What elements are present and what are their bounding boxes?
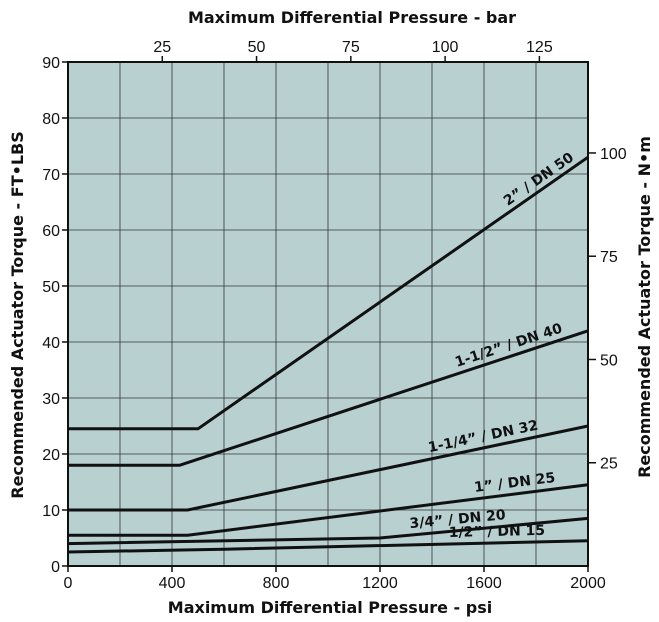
x2-tick-label: 50 [248,39,266,56]
x-tick-label: 0 [64,575,73,592]
x-tick-label: 1600 [466,575,502,592]
series-line-0 [68,155,589,431]
y2-tick-label: 25 [600,456,618,473]
x2-tick-label: 100 [432,39,459,56]
y-tick-label: 10 [42,503,60,520]
x-tick-label: 2000 [570,575,606,592]
series-label-5: 1/2” / DN 15 [449,523,546,541]
series-line-5 [67,539,589,554]
right-axis-title: Recommended Actuator Torque - N•m [635,136,654,478]
bottom-axis-title: Maximum Differential Pressure - psi [168,598,492,617]
y-tick-label: 50 [42,279,60,296]
y2-tick-label: 50 [600,352,618,369]
x-tick-label: 400 [159,575,186,592]
series-line-4 [67,516,589,546]
top-axis-title: Maximum Differential Pressure - bar [188,8,516,27]
plot-border [67,61,589,567]
left-axis-title: Recommended Actuator Torque - FT•LBS [8,131,27,499]
y-tick-label: 60 [42,223,60,240]
x-tick-label: 1200 [362,575,398,592]
y-tick-label: 90 [42,55,60,72]
y-tick-label: 20 [42,447,60,464]
y-tick-label: 0 [51,559,60,576]
x2-tick-label: 25 [153,39,171,56]
x2-tick-label: 125 [526,39,553,56]
axis-ticks: 0 400 800 1200 1600 2000 0 10 20 30 40 50 60 70 80 90 25… [42,39,627,592]
y2-tick-label: 100 [600,146,627,163]
series-line-3 [68,483,589,537]
series-line-1 [68,329,589,467]
series-lines [67,155,589,554]
y2-tick-label: 75 [600,249,618,266]
x-tick-label: 800 [263,575,290,592]
y-tick-label: 40 [42,335,60,352]
grid [68,62,588,566]
y-tick-label: 70 [42,167,60,184]
x2-tick-label: 75 [342,39,360,56]
y-tick-label: 30 [42,391,60,408]
series-line-2 [68,424,589,512]
y-tick-label: 80 [42,111,60,128]
